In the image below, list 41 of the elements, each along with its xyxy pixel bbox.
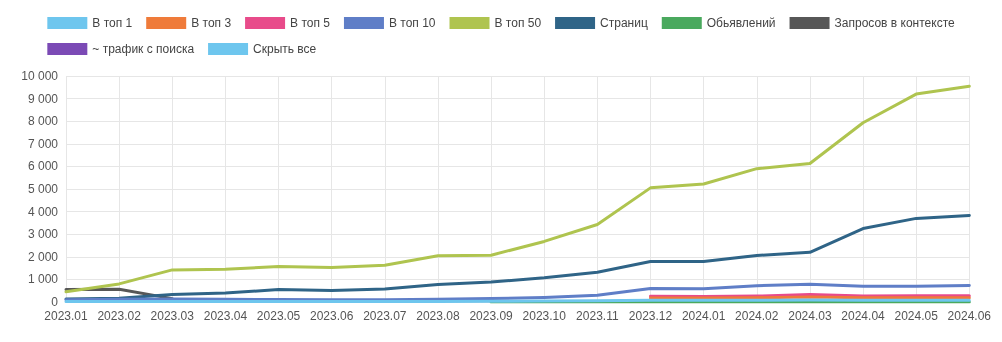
x-tick-label: 2024.02 (735, 309, 779, 323)
y-tick-label: 9 000 (27, 91, 59, 106)
x-tick-label: 2023.03 (150, 309, 195, 323)
line-series (64, 282, 971, 302)
x-tick-label: 2023.10 (522, 309, 567, 323)
x-tick-label: 2024.04 (841, 309, 886, 323)
y-tick-label: 0 (51, 295, 59, 309)
x-tick-label: 2023.07 (363, 309, 407, 323)
legend-label: Скрыть все (253, 42, 317, 56)
legend-label: В топ 10 (388, 16, 436, 30)
x-tick-label: 2024.05 (894, 309, 939, 323)
x-tick-label: 2023.02 (97, 309, 142, 323)
y-tick-label: 10 000 (21, 69, 59, 83)
y-tick-label: 2 000 (27, 249, 59, 264)
legend-label: Страниц (600, 16, 648, 30)
x-tick-label: 2024.01 (681, 309, 726, 323)
y-tick-label: 1 000 (27, 272, 59, 287)
y-tick-label: 4 000 (27, 204, 59, 219)
x-tick-label: 2024.06 (947, 309, 992, 323)
y-tick-label: 3 000 (27, 227, 59, 242)
y-tick-label: 7 000 (27, 136, 59, 151)
legend-label: В топ 50 (494, 16, 542, 30)
y-tick-label: 8 000 (27, 114, 59, 129)
x-tick-label: 2023.04 (203, 309, 248, 323)
legend-label: В топ 3 (191, 16, 232, 30)
legend-label: ~ трафик с поиска (92, 42, 195, 56)
x-tick-label: 2023.01 (44, 309, 89, 323)
legend-label: Запросов в контексте (834, 16, 955, 30)
x-tick-label: 2023.12 (628, 309, 673, 323)
x-tick-label: 2023.09 (469, 309, 514, 323)
x-tick-label: 2024.03 (788, 309, 832, 323)
line-series (64, 84, 971, 294)
x-tick-label: 2023.11 (576, 309, 619, 323)
legend-label: В топ 5 (290, 16, 331, 30)
x-tick-label: 2023.05 (256, 309, 301, 323)
y-tick-label: 5 000 (27, 182, 59, 196)
y-tick-label: 6 000 (27, 159, 59, 174)
legend-label: Обьявлений (706, 16, 776, 30)
x-tick-label: 2023.08 (416, 309, 460, 323)
legend-label: В топ 1 (92, 16, 133, 30)
x-tick-label: 2023.06 (309, 309, 354, 323)
